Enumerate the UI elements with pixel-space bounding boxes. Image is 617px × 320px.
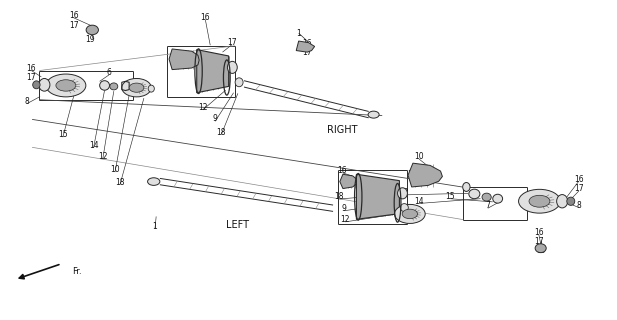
Text: 18: 18	[334, 192, 344, 201]
Text: 12: 12	[399, 188, 408, 197]
Ellipse shape	[482, 193, 491, 201]
Text: 17: 17	[534, 237, 544, 246]
Text: 17: 17	[227, 38, 236, 47]
Text: 16: 16	[302, 39, 312, 48]
Text: 19: 19	[536, 246, 545, 255]
Ellipse shape	[228, 61, 238, 73]
Text: 16: 16	[337, 166, 347, 175]
Text: 9: 9	[342, 204, 347, 213]
Text: 1: 1	[296, 28, 301, 38]
Ellipse shape	[394, 204, 425, 223]
Text: 17: 17	[574, 184, 584, 193]
Text: 17: 17	[69, 21, 79, 30]
Ellipse shape	[110, 83, 118, 90]
Polygon shape	[169, 49, 199, 69]
Text: 9: 9	[213, 114, 218, 123]
Ellipse shape	[469, 189, 480, 199]
Ellipse shape	[529, 195, 550, 207]
Ellipse shape	[368, 111, 379, 118]
Ellipse shape	[56, 80, 76, 91]
Text: 14: 14	[414, 197, 424, 206]
Polygon shape	[408, 163, 442, 187]
Polygon shape	[340, 174, 357, 188]
Text: 17: 17	[344, 174, 354, 184]
Text: 7: 7	[486, 202, 491, 211]
Text: 12: 12	[341, 215, 350, 224]
Text: 18: 18	[407, 170, 416, 179]
Text: 19: 19	[86, 35, 95, 44]
Text: RIGHT: RIGHT	[327, 125, 357, 135]
Ellipse shape	[39, 78, 50, 91]
Text: 12: 12	[198, 103, 207, 112]
Ellipse shape	[33, 81, 40, 89]
Ellipse shape	[567, 197, 575, 205]
Text: 8: 8	[576, 201, 581, 210]
Polygon shape	[197, 50, 229, 93]
Text: 16: 16	[201, 13, 210, 22]
Ellipse shape	[147, 178, 160, 185]
Text: 10: 10	[110, 165, 120, 174]
Ellipse shape	[535, 244, 546, 252]
Text: 1: 1	[152, 222, 157, 231]
Text: 16: 16	[574, 174, 584, 184]
Text: 17: 17	[26, 73, 36, 82]
Ellipse shape	[463, 182, 470, 191]
Text: 12: 12	[98, 152, 107, 161]
Ellipse shape	[148, 85, 154, 92]
Text: 8: 8	[25, 97, 30, 106]
Text: 16: 16	[534, 228, 544, 237]
Text: 16: 16	[69, 11, 79, 20]
Text: 17: 17	[302, 48, 312, 57]
Ellipse shape	[557, 195, 568, 208]
Ellipse shape	[493, 194, 503, 203]
Polygon shape	[357, 174, 399, 219]
Text: LEFT: LEFT	[226, 220, 249, 230]
Text: 15: 15	[58, 130, 68, 139]
Ellipse shape	[402, 209, 418, 219]
Ellipse shape	[122, 78, 151, 97]
Ellipse shape	[46, 74, 86, 97]
Text: 16: 16	[26, 63, 36, 73]
Text: 10: 10	[414, 152, 424, 161]
Ellipse shape	[518, 189, 560, 213]
Ellipse shape	[235, 78, 243, 87]
Text: Fr.: Fr.	[72, 267, 81, 276]
Polygon shape	[296, 41, 315, 52]
Text: 14: 14	[89, 141, 98, 150]
Text: 18: 18	[115, 178, 125, 187]
Text: 18: 18	[217, 128, 226, 137]
Ellipse shape	[397, 188, 407, 199]
Ellipse shape	[400, 204, 408, 212]
Ellipse shape	[86, 25, 99, 35]
Ellipse shape	[129, 83, 144, 92]
Text: 6: 6	[107, 68, 111, 77]
Text: 15: 15	[445, 192, 455, 201]
Ellipse shape	[100, 81, 109, 90]
